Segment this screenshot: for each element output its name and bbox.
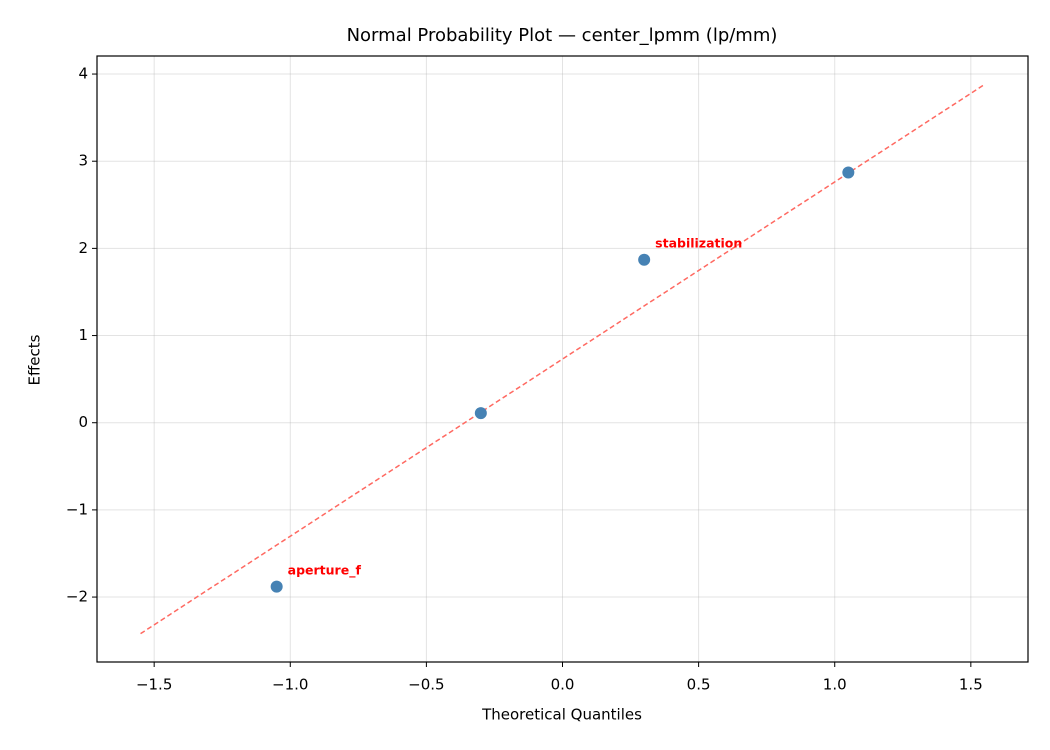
x-axis-label: Theoretical Quantiles [481, 706, 642, 724]
y-tick-label: −2 [66, 588, 88, 606]
y-tick-label: 1 [78, 326, 88, 344]
x-tick-label: 1.0 [823, 676, 847, 694]
x-tick-label: 1.5 [959, 676, 983, 694]
chart-title: Normal Probability Plot — center_lpmm (l… [347, 25, 778, 46]
point [474, 407, 487, 420]
x-tick-label: −1.0 [272, 676, 308, 694]
y-axis-label: Effects [26, 334, 44, 385]
y-tick-label: 3 [78, 152, 88, 170]
y-tick-label: −1 [66, 500, 88, 518]
y-tick-label: 0 [78, 413, 88, 431]
x-tick-label: 0.0 [551, 676, 575, 694]
plot-frame [96, 55, 1029, 663]
x-tick-label: −1.5 [136, 676, 172, 694]
point-label: aperture_f [288, 563, 362, 579]
x-tick-label: −0.5 [408, 676, 444, 694]
point [638, 253, 651, 266]
point [842, 166, 855, 179]
y-tick-label: 4 [78, 65, 88, 83]
y-tick-label: 2 [78, 239, 88, 257]
point [270, 580, 283, 593]
x-tick-label: 0.5 [687, 676, 711, 694]
point-label: stabilization [655, 236, 742, 251]
